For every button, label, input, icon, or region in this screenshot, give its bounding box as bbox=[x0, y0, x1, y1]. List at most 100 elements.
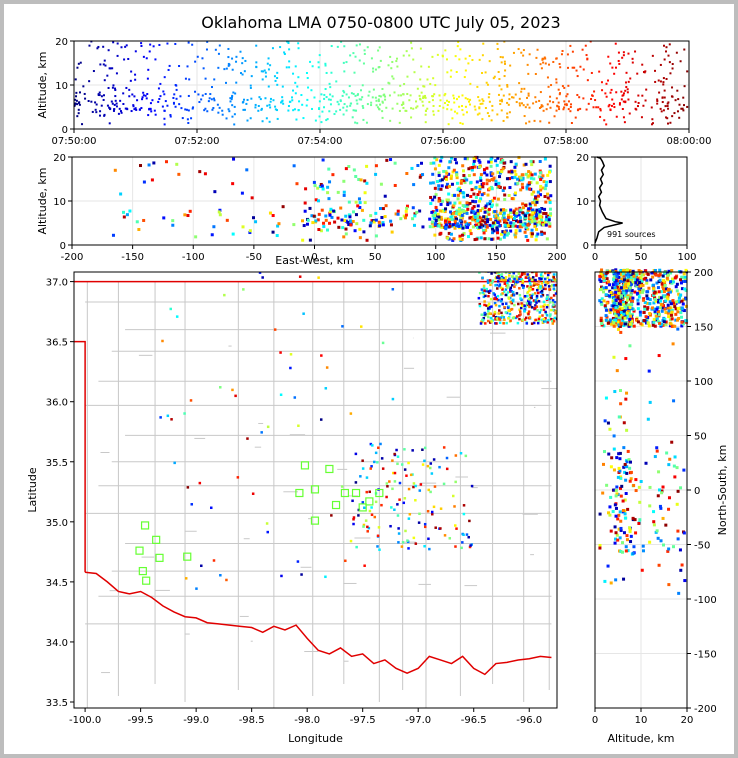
source-point bbox=[447, 184, 451, 188]
source-point bbox=[454, 454, 458, 457]
source-point bbox=[483, 171, 487, 175]
source-point bbox=[571, 309, 574, 312]
source-point bbox=[509, 229, 513, 233]
source-point bbox=[141, 98, 144, 101]
x-tick-label: -98.5 bbox=[239, 715, 265, 726]
source-point bbox=[619, 526, 623, 530]
source-point bbox=[75, 99, 78, 102]
source-point bbox=[429, 466, 432, 470]
source-point bbox=[264, 75, 267, 78]
source-point bbox=[460, 233, 464, 237]
source-point bbox=[352, 522, 355, 526]
source-point bbox=[486, 112, 489, 115]
source-point bbox=[568, 270, 571, 273]
y-tick-label: 100 bbox=[694, 377, 713, 388]
source-point bbox=[631, 57, 634, 60]
source-point bbox=[333, 220, 337, 224]
source-point bbox=[388, 480, 391, 483]
source-point bbox=[560, 315, 563, 318]
source-point bbox=[396, 462, 399, 466]
source-point bbox=[327, 167, 331, 171]
source-point bbox=[166, 42, 169, 45]
source-point bbox=[454, 524, 457, 527]
source-point bbox=[269, 100, 272, 103]
source-point bbox=[541, 105, 544, 108]
source-point bbox=[498, 219, 502, 223]
source-point bbox=[563, 283, 566, 286]
source-point bbox=[539, 285, 542, 288]
source-point bbox=[680, 107, 683, 110]
source-point bbox=[433, 214, 437, 218]
source-point bbox=[396, 209, 400, 213]
source-point bbox=[495, 317, 499, 320]
source-point bbox=[502, 119, 505, 122]
source-point bbox=[457, 187, 461, 191]
source-point bbox=[219, 386, 222, 389]
source-point bbox=[169, 114, 172, 117]
source-point bbox=[544, 223, 548, 227]
source-point bbox=[518, 178, 522, 182]
source-point bbox=[271, 47, 274, 50]
source-point bbox=[605, 271, 609, 275]
source-point bbox=[596, 295, 599, 298]
source-point bbox=[358, 43, 361, 46]
source-point bbox=[467, 535, 470, 539]
source-point bbox=[110, 100, 113, 103]
source-point bbox=[461, 109, 464, 112]
source-point bbox=[393, 508, 396, 511]
source-point bbox=[490, 237, 494, 241]
source-point bbox=[560, 53, 563, 56]
source-point bbox=[118, 107, 121, 110]
station-marker bbox=[155, 553, 164, 562]
source-point bbox=[461, 541, 464, 544]
source-point bbox=[370, 101, 373, 104]
source-point bbox=[554, 312, 557, 315]
source-point bbox=[257, 109, 260, 112]
source-point bbox=[683, 279, 687, 283]
source-point bbox=[549, 313, 552, 316]
source-point bbox=[517, 156, 521, 160]
source-point bbox=[158, 97, 161, 100]
source-point bbox=[124, 107, 127, 110]
source-point bbox=[330, 45, 333, 48]
source-point bbox=[534, 299, 537, 302]
source-point bbox=[629, 296, 633, 300]
source-point bbox=[133, 108, 136, 111]
source-point bbox=[628, 530, 632, 534]
source-point bbox=[245, 168, 249, 172]
source-point bbox=[500, 61, 503, 64]
source-point bbox=[555, 283, 557, 287]
source-point bbox=[579, 299, 582, 302]
source-point bbox=[575, 69, 578, 72]
source-point bbox=[624, 306, 628, 310]
source-point bbox=[487, 179, 491, 183]
source-point bbox=[557, 311, 560, 314]
source-point bbox=[188, 209, 192, 213]
source-point bbox=[434, 205, 438, 209]
source-point bbox=[509, 64, 512, 67]
source-point bbox=[161, 105, 164, 108]
source-point bbox=[599, 301, 603, 305]
source-point bbox=[488, 200, 492, 204]
source-point bbox=[625, 428, 629, 432]
source-point bbox=[170, 418, 173, 421]
source-point bbox=[668, 324, 672, 328]
source-point bbox=[533, 219, 537, 223]
source-point bbox=[645, 294, 649, 298]
source-point bbox=[437, 109, 440, 112]
source-point bbox=[337, 103, 340, 106]
source-point bbox=[431, 198, 435, 202]
source-point bbox=[419, 173, 423, 177]
source-point bbox=[487, 304, 490, 308]
source-point bbox=[451, 212, 455, 216]
source-point bbox=[361, 459, 364, 462]
source-point bbox=[482, 99, 485, 102]
source-point bbox=[624, 300, 628, 304]
source-point bbox=[548, 180, 552, 184]
source-point bbox=[292, 223, 296, 227]
source-point bbox=[612, 296, 616, 300]
source-point bbox=[186, 118, 189, 121]
source-point bbox=[429, 82, 432, 85]
source-point bbox=[513, 277, 516, 281]
source-point bbox=[267, 68, 270, 71]
